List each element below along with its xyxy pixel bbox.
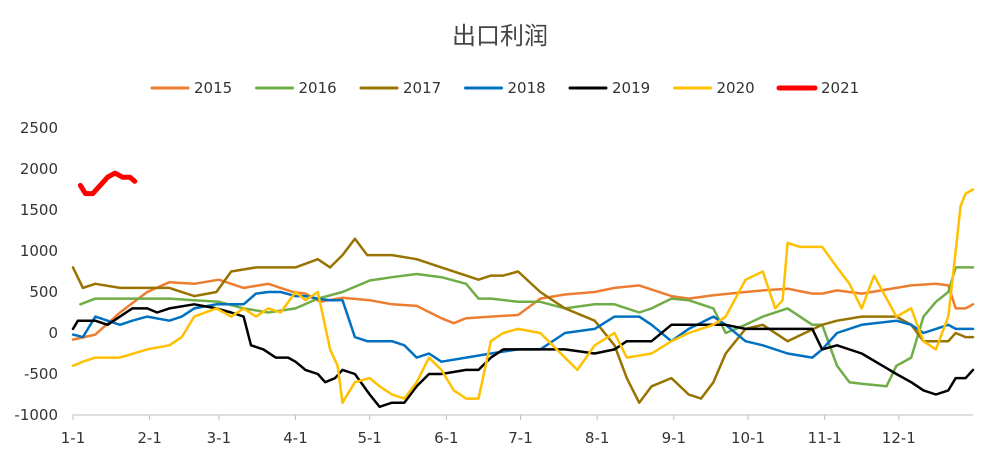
x-tick-label: 2-1: [137, 429, 162, 447]
x-tick-label: 4-1: [283, 429, 308, 447]
x-tick-label: 11-1: [808, 429, 842, 447]
x-axis-ticks: 1-1 2-1 3-1 4-1 5-1 6-1 7-1 8-1 9-1 10-1 11-1 12-1: [61, 415, 916, 447]
series-line-2015: [71, 278, 975, 341]
x-tick-label: 3-1: [207, 429, 232, 447]
y-axis-ticks: -1000 -500 0 500 1000 1500 2000 2500: [14, 119, 58, 424]
series-line-2016: [79, 266, 975, 388]
y-tick-label: -500: [24, 365, 58, 383]
x-tick-label: 5-1: [357, 429, 382, 447]
x-tick-label: 8-1: [585, 429, 610, 447]
plot-series-lines: [71, 170, 975, 409]
series-line-2018: [71, 290, 975, 363]
y-tick-label: 2000: [20, 160, 58, 178]
x-tick-label: 10-1: [731, 429, 765, 447]
x-tick-label: 9-1: [662, 429, 687, 447]
y-tick-label: 2500: [20, 119, 58, 137]
y-tick-label: 1000: [20, 242, 58, 260]
x-tick-label: 12-1: [882, 429, 916, 447]
x-tick-label: 6-1: [434, 429, 459, 447]
series-line-2020: [71, 188, 975, 404]
x-tick-label: 1-1: [61, 429, 86, 447]
y-tick-label: 0: [48, 324, 58, 342]
chart-title: 出口利润: [452, 22, 548, 50]
legend-label-2019: 2019: [612, 79, 650, 97]
y-tick-label: -1000: [14, 406, 58, 424]
legend-label-2020: 2020: [717, 79, 755, 97]
y-tick-label: 500: [29, 283, 58, 301]
legend-label-2021: 2021: [821, 79, 859, 97]
legend-label-2018: 2018: [508, 79, 546, 97]
legend: 2015 2016 2017 2018 2019 2020 2021: [150, 79, 859, 97]
legend-label-2015: 2015: [194, 79, 232, 97]
y-tick-label: 1500: [20, 201, 58, 219]
legend-label-2016: 2016: [299, 79, 337, 97]
x-tick-label: 7-1: [508, 429, 533, 447]
series-line-2021: [77, 170, 138, 197]
legend-label-2017: 2017: [403, 79, 441, 97]
series-line-2017: [71, 237, 975, 404]
